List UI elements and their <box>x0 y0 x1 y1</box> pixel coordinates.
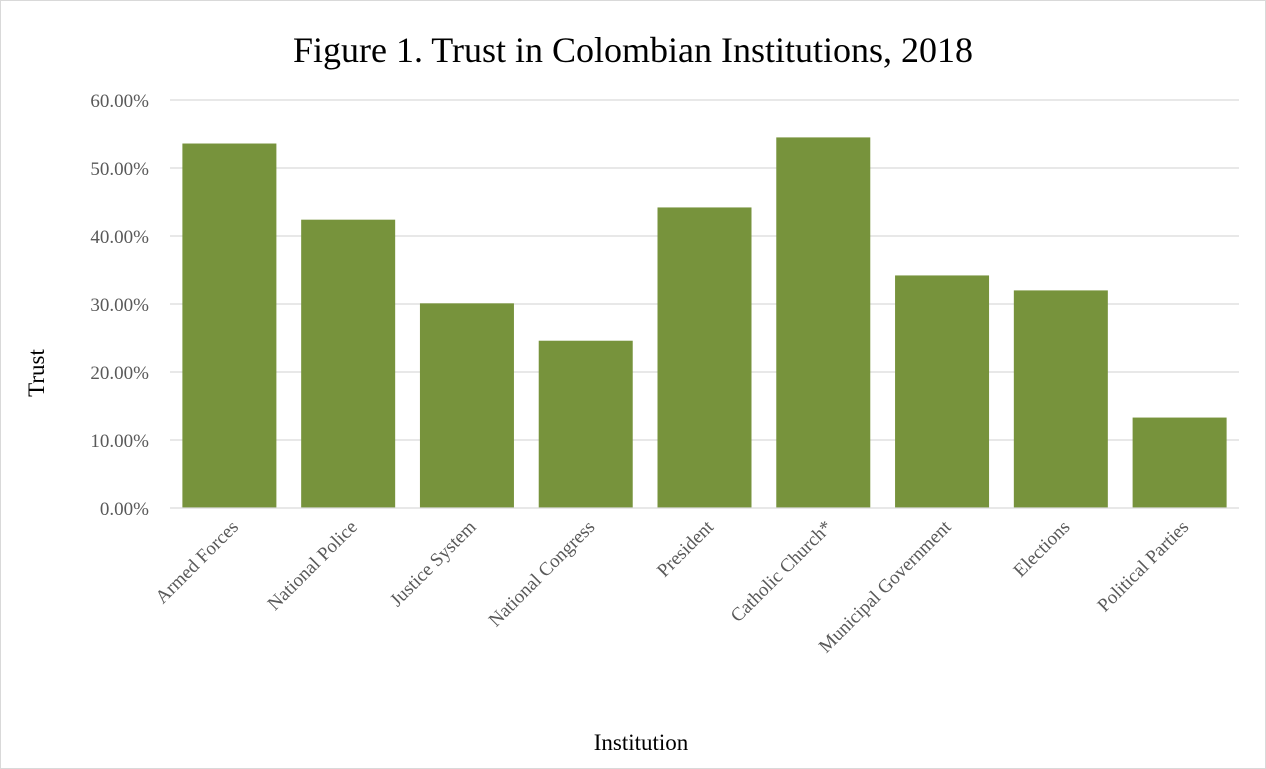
x-axis-title: Institution <box>594 730 689 755</box>
x-tick-label: Political Parties <box>1094 517 1194 617</box>
x-tick-label: Municipal Government <box>815 516 956 657</box>
y-axis-ticks: 0.00% 10.00% 20.00% 30.00% 40.00% 50.00% 60.00… <box>90 91 149 520</box>
bar <box>657 207 752 508</box>
x-tick-label: Justice System <box>386 517 480 611</box>
bar <box>419 303 514 508</box>
y-tick-label: 10.00% <box>90 431 149 452</box>
bar <box>538 340 633 508</box>
y-tick-label: 0.00% <box>100 499 149 520</box>
bar <box>776 137 871 508</box>
bar <box>895 275 990 508</box>
x-tick-label: Catholic Church* <box>727 517 837 627</box>
bars <box>182 137 1227 508</box>
y-tick-label: 30.00% <box>90 295 149 316</box>
x-axis-ticks: Armed Forces National Police Justice Syste… <box>152 516 1194 657</box>
x-tick-label: National Police <box>264 517 362 615</box>
bar <box>1132 417 1227 508</box>
x-tick-label: Elections <box>1010 517 1075 582</box>
y-tick-label: 50.00% <box>90 159 149 180</box>
bar <box>182 143 277 508</box>
x-tick-label: Armed Forces <box>152 517 243 608</box>
y-axis-title: Trust <box>24 349 49 397</box>
y-tick-label: 60.00% <box>90 91 149 112</box>
bar <box>301 219 396 508</box>
y-tick-label: 20.00% <box>90 363 149 384</box>
x-tick-label: President <box>653 516 718 581</box>
x-tick-label: National Congress <box>485 517 599 631</box>
bar <box>1013 290 1108 508</box>
chart-title: Figure 1. Trust in Colombian Institution… <box>293 30 973 70</box>
y-tick-label: 40.00% <box>90 227 149 248</box>
